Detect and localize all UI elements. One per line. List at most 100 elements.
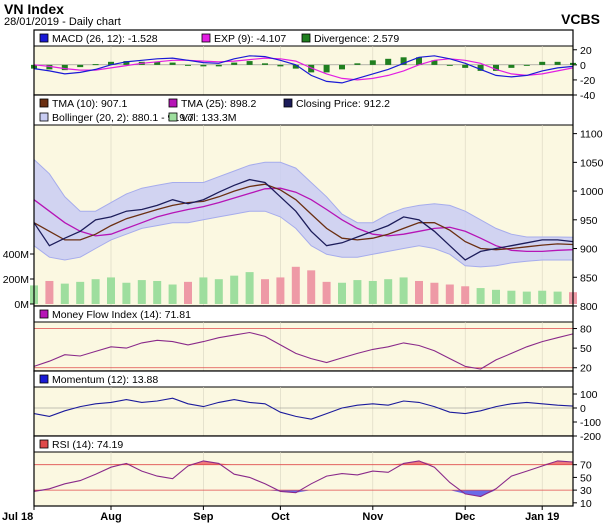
volume-bar <box>430 282 439 304</box>
y-tick-label: -200 <box>580 431 601 443</box>
y-tick-label: 850 <box>580 272 598 284</box>
volume-bar <box>107 277 115 304</box>
y-tick-label: 50 <box>580 343 592 355</box>
legend-label: Vol: 133.3M <box>181 112 236 124</box>
volume-bar <box>338 282 346 304</box>
closing-price-line <box>33 178 574 261</box>
divergence-bar <box>477 64 484 71</box>
divergence-bar <box>169 62 176 65</box>
chart-subtitle: 28/01/2019 - Daily chart <box>4 16 121 28</box>
volume-bar <box>214 279 223 304</box>
legend-square-icon <box>168 98 178 108</box>
y-tick-label: -100 <box>580 417 601 429</box>
legend-label: Bollinger (20, 2): 880.1 - 919.7 <box>52 112 194 124</box>
y-tick-label: -20 <box>580 75 595 87</box>
legend-square-icon <box>168 112 178 122</box>
volume-bar <box>45 280 54 304</box>
legend-square-icon <box>201 33 211 43</box>
volume-bar <box>507 290 516 304</box>
volume-bar <box>122 282 131 304</box>
y-tick-label: 30 <box>580 485 592 497</box>
volume-bar <box>492 289 500 304</box>
volume-bar <box>230 275 239 304</box>
volume-bar <box>184 281 192 304</box>
legend-label: Momentum (12): 13.88 <box>52 374 158 386</box>
rsi-plot-area <box>34 452 573 506</box>
divergence-bar <box>339 64 345 70</box>
y-tick-label: 20 <box>580 363 592 375</box>
divergence-bar <box>431 60 438 65</box>
exp-line <box>33 57 574 81</box>
legend-square-icon <box>39 98 49 108</box>
volume-bar <box>461 286 470 304</box>
divergence-bar <box>369 60 376 65</box>
x-tick-label: Oct <box>271 511 290 523</box>
y-tick-label: 0 <box>580 403 586 415</box>
tma10-line <box>33 183 574 251</box>
divergence-bar <box>462 64 469 68</box>
volume-bar <box>445 284 454 304</box>
legend-label: Closing Price: 912.2 <box>296 98 390 110</box>
legend-label: TMA (10): 907.1 <box>52 98 127 110</box>
divergence-bar <box>508 64 515 68</box>
divergence-bar <box>523 64 530 66</box>
divergence-bar <box>354 63 361 65</box>
divergence-bar <box>77 64 84 68</box>
volume-bar <box>353 280 362 304</box>
volume-bar <box>91 279 100 304</box>
volume-bar <box>291 266 300 304</box>
legend-square-icon <box>39 309 49 319</box>
y-tick-label: 800 <box>580 301 598 313</box>
volume-bar <box>368 280 377 304</box>
divergence-bar <box>92 64 99 66</box>
volume-bar <box>276 277 285 304</box>
divergence-bar <box>446 64 453 66</box>
legend-label: EXP (9): -4.107 <box>214 33 286 45</box>
momentum-legend-area <box>34 371 573 387</box>
volume-bar <box>168 284 177 304</box>
divergence-bar <box>46 64 53 70</box>
y-tick-label: 100 <box>580 389 598 401</box>
legend-square-icon <box>39 112 49 122</box>
y-tick-label: 50 <box>580 472 592 484</box>
divergence-bar <box>385 58 392 65</box>
divergence-bar <box>185 64 191 66</box>
divergence-bar <box>123 61 130 65</box>
divergence-bar <box>277 64 284 67</box>
divergence-bar <box>246 61 253 65</box>
macd-line <box>33 55 574 84</box>
mfi-plot-area <box>34 322 573 371</box>
brand-logo: VCBS <box>561 11 600 27</box>
y-tick-label: 10 <box>580 498 592 510</box>
chart-panels: MACD (26, 12): -1.528 EXP (9): -4.107 Dive… <box>3 29 604 510</box>
price-legend-area <box>34 95 573 125</box>
divergence-bar <box>416 57 422 65</box>
volume-bar <box>261 279 269 304</box>
y-tick-label: -40 <box>580 90 595 102</box>
volume-bar <box>415 280 423 304</box>
volume-bar <box>153 280 162 304</box>
divergence-bar <box>200 64 207 67</box>
x-tick-label: Nov <box>362 511 384 523</box>
volume-tick-label: 400M <box>3 249 29 261</box>
legend-square-icon <box>283 98 293 108</box>
divergence-bar <box>61 64 68 71</box>
price-panel: TMA (10): 907.1 TMA (25): 898.2 Closing Pr… <box>3 94 604 313</box>
volume-bar <box>538 290 547 304</box>
rsi-line <box>33 460 574 498</box>
divergence-bar <box>323 64 330 73</box>
divergence-bar <box>308 64 315 73</box>
momentum-line <box>33 397 574 420</box>
volume-bar <box>384 279 393 304</box>
macd-panel: MACD (26, 12): -1.528 EXP (9): -4.107 Dive… <box>31 29 595 102</box>
volume-bar <box>307 270 316 304</box>
volume-bar <box>399 277 408 304</box>
divergence-bar <box>154 61 161 65</box>
volume-tick-label: 0M <box>14 299 29 311</box>
legend-square-icon <box>39 33 49 43</box>
volume-tick-label: 200M <box>3 274 29 286</box>
divergence-bar <box>231 62 238 65</box>
legend-square-icon <box>39 374 49 384</box>
momentum-plot-area <box>34 387 573 436</box>
